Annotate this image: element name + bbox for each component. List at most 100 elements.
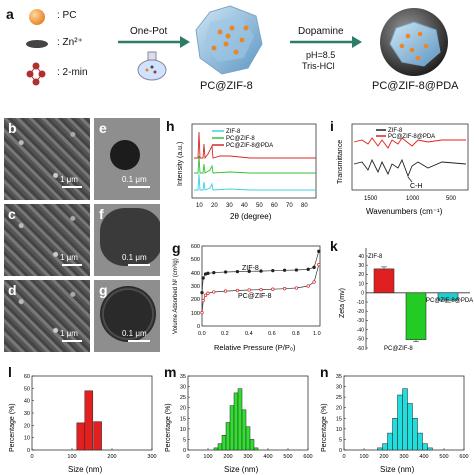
dls-n-bar: [417, 432, 423, 451]
xrd-legend: ZIF-8 PC@ZIF-8 PC@ZIF-8@PDA: [212, 129, 273, 149]
bet-point: [317, 263, 321, 267]
ftir-ylabel: Transmittance: [337, 140, 344, 184]
panel-label-f: f: [99, 206, 104, 222]
dls-m-bar: [221, 434, 227, 451]
svg-text:500: 500: [446, 196, 457, 202]
dls-n-xtick: 100: [359, 454, 368, 460]
dls-n-bar: [422, 443, 428, 451]
scale-text-b: 1 μm: [60, 175, 78, 184]
scale-text-e: 0.1 μm: [122, 175, 147, 184]
panel-label-c: c: [8, 206, 16, 222]
bet-point: [247, 269, 251, 273]
dls-m-ytick: 25: [180, 395, 186, 401]
bet-point: [247, 288, 251, 292]
dls-m-bar: [249, 439, 255, 451]
dls-n-ytick: 10: [336, 427, 342, 433]
dls-l-bar: [93, 421, 102, 451]
dls-histogram-n: Percentage (%) Size (nm) 0 100 200 300 400 50…: [321, 374, 469, 474]
scale-text-f: 0.1 μm: [122, 253, 147, 262]
dls-m-xtick: 600: [303, 454, 312, 460]
dls-n-bar: [407, 403, 413, 451]
bet-point: [206, 271, 210, 275]
dls-n-ytick: 30: [336, 385, 342, 391]
ftir-xticks: 1500 1000 500: [364, 196, 457, 202]
bet-point: [282, 268, 287, 272]
xrd-pattern-zif8: [194, 173, 316, 191]
bet-point: [206, 291, 210, 295]
scale-bar-e: [128, 186, 150, 188]
panel-label-h: h: [166, 118, 175, 134]
bet-point: [212, 290, 216, 294]
dls-m-xtick: 0: [186, 454, 189, 460]
legend-pc-label: : PC: [57, 10, 77, 21]
dls-m-ytick: 30: [180, 385, 186, 391]
dls-n-xtick: 600: [459, 454, 468, 460]
zeta-ytick: 30: [358, 263, 364, 269]
bet-point: [200, 291, 204, 295]
svg-text:30: 30: [226, 203, 233, 209]
xrd-ylabel: Intensity (a.u.): [177, 142, 184, 186]
svg-text:1500: 1500: [364, 196, 378, 202]
dls-l-ytick: 0: [27, 448, 30, 454]
legend-zn-label: : Zn²⁺: [57, 37, 83, 48]
dls-n-xlabel: Size (nm): [380, 465, 415, 474]
dls-m-ylabel: Percentage (%): [165, 403, 172, 452]
zeta-ytick: -50: [357, 337, 364, 343]
dls-m-bar: [245, 426, 251, 451]
step-one-pot-label: One-Pot: [130, 26, 168, 37]
bet-isotherm-chart: ZIF-8 PC@ZIF-8 Volume Adsorbed N² (cm³/g…: [173, 244, 321, 352]
bet-point: [235, 269, 240, 274]
panel-label-n: n: [320, 364, 329, 380]
dls-m-bar: [241, 409, 247, 451]
xrd-chart: Intensity (a.u.) 2θ (degree) 10 20 30 40…: [177, 123, 317, 221]
bet-point: [259, 269, 263, 273]
dls-n-bar: [377, 447, 383, 451]
bet-point: [271, 269, 275, 273]
dls-m-ytick: 35: [180, 374, 186, 380]
panel-label-e: e: [99, 120, 107, 136]
zeta-ytick: -40: [357, 327, 364, 333]
dls-m-bar: [213, 447, 219, 451]
panel-label-a: a: [6, 6, 14, 22]
ftir-spectrum-zif8: [353, 158, 467, 178]
dls-n-ytick: 35: [336, 374, 342, 380]
zeta-label-pczif8: PC@ZIF-8: [384, 346, 413, 352]
dls-l-ylabel: Percentage (%): [9, 403, 16, 452]
dls-n-ytick: 25: [336, 395, 342, 401]
svg-text:ZIF-8: ZIF-8: [226, 129, 241, 135]
product-zif8-label: PC@ZIF-8: [200, 80, 253, 92]
svg-text:PC@ZIF-8: PC@ZIF-8: [226, 136, 255, 142]
ftir-chart: C-H Transmittance Wavenumbers (cm⁻¹) 150…: [337, 123, 469, 216]
svg-text:600: 600: [191, 244, 200, 250]
dls-n-bar: [387, 432, 393, 451]
zeta-ytick: 20: [358, 272, 364, 278]
dls-m-xlabel: Size (nm): [224, 465, 259, 474]
xrd-xticks: 10 20 30 40 50 60 70 80: [196, 203, 308, 209]
svg-text:50: 50: [256, 203, 263, 209]
dls-m-xtick: 300: [243, 454, 252, 460]
xrd-pattern-pczif8: [194, 155, 316, 174]
dls-n-xtick: 300: [399, 454, 408, 460]
zeta-bar-zif8: [373, 268, 395, 294]
dls-l-bar: [84, 390, 94, 451]
bet-point: [259, 287, 263, 292]
ftir-annotation-ch: C-H: [410, 183, 422, 190]
xrd-xlabel: 2θ (degree): [230, 212, 272, 221]
bet-yticks: 0 100 200 300 400 500 600: [191, 244, 200, 330]
dls-histogram-m: Percentage (%) Size (nm) 0 100 200 300 400 50…: [165, 374, 313, 474]
dls-n-bar: [382, 443, 388, 451]
dls-n-bar: [427, 447, 433, 451]
synthesis-scheme: [26, 5, 448, 86]
panel-label-m: m: [164, 364, 177, 380]
dls-l-ytick: 10: [24, 436, 30, 442]
dls-histogram-l: Percentage (%) Size (nm) 0 100 200 300 0 10 20…: [9, 374, 157, 474]
ftir-xlabel: Wavenumbers (cm⁻¹): [366, 207, 443, 216]
scale-text-c: 1 μm: [60, 253, 78, 262]
dls-m-xtick: 400: [263, 454, 272, 460]
bet-point: [271, 287, 275, 291]
dls-n-ytick: 15: [336, 416, 342, 422]
zeta-ytick: -20: [357, 309, 364, 315]
zeta-ytick: 40: [358, 254, 364, 260]
dls-m-bar: [253, 447, 259, 451]
svg-text:PC@ZIF-8@PDA: PC@ZIF-8@PDA: [388, 134, 435, 140]
